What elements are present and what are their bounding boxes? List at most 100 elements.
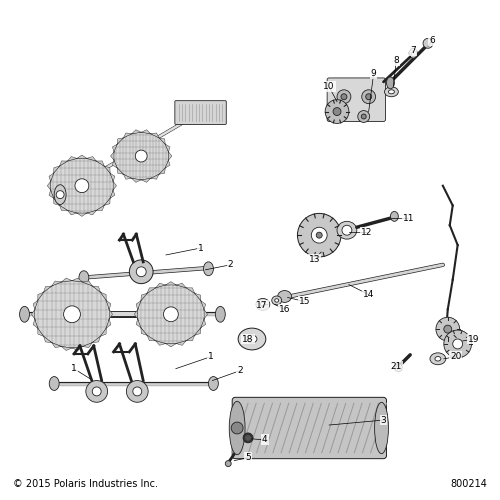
Polygon shape (204, 310, 208, 319)
Text: 4: 4 (262, 436, 268, 444)
Polygon shape (134, 310, 138, 319)
Text: 18: 18 (242, 334, 254, 344)
Ellipse shape (238, 328, 266, 350)
Polygon shape (141, 328, 147, 336)
Circle shape (126, 380, 148, 402)
Polygon shape (52, 342, 62, 347)
Polygon shape (136, 319, 141, 328)
Circle shape (64, 306, 80, 322)
Circle shape (358, 110, 370, 122)
Circle shape (423, 38, 433, 48)
Text: 15: 15 (298, 297, 310, 306)
Polygon shape (77, 155, 87, 158)
Circle shape (86, 380, 108, 402)
Polygon shape (33, 319, 38, 328)
Ellipse shape (272, 296, 281, 305)
Text: 17: 17 (256, 301, 268, 310)
Circle shape (75, 179, 89, 192)
Polygon shape (141, 130, 150, 134)
Polygon shape (87, 156, 97, 161)
Polygon shape (201, 319, 205, 328)
Polygon shape (100, 328, 106, 336)
Polygon shape (106, 319, 111, 328)
Polygon shape (68, 210, 77, 215)
Ellipse shape (114, 132, 169, 180)
Ellipse shape (374, 402, 388, 454)
Polygon shape (117, 138, 123, 144)
Text: 6: 6 (429, 36, 435, 45)
Ellipse shape (204, 262, 214, 276)
Text: 1: 1 (198, 244, 203, 252)
Text: 11: 11 (402, 214, 414, 223)
Polygon shape (60, 206, 68, 210)
Polygon shape (141, 294, 147, 301)
Circle shape (56, 190, 64, 198)
Polygon shape (52, 281, 62, 286)
Circle shape (312, 228, 327, 243)
Polygon shape (117, 168, 123, 174)
Circle shape (444, 330, 471, 358)
Polygon shape (106, 300, 111, 310)
Polygon shape (54, 166, 60, 173)
Ellipse shape (79, 271, 89, 284)
Circle shape (361, 114, 366, 119)
Circle shape (246, 436, 250, 440)
Circle shape (366, 94, 372, 100)
Circle shape (226, 460, 231, 466)
Polygon shape (176, 340, 186, 345)
Polygon shape (62, 346, 72, 350)
Polygon shape (186, 336, 194, 340)
Circle shape (92, 387, 101, 396)
Circle shape (136, 267, 146, 276)
Polygon shape (104, 166, 110, 173)
Polygon shape (32, 310, 35, 319)
Text: 5: 5 (245, 453, 251, 462)
Circle shape (444, 325, 452, 333)
Ellipse shape (54, 184, 66, 204)
Polygon shape (44, 286, 52, 292)
Text: 2: 2 (228, 260, 233, 270)
Polygon shape (96, 206, 104, 210)
Polygon shape (100, 292, 106, 300)
Text: 19: 19 (468, 334, 479, 344)
Ellipse shape (388, 90, 394, 94)
Circle shape (130, 260, 153, 283)
Polygon shape (165, 160, 170, 168)
Ellipse shape (50, 376, 59, 390)
Polygon shape (92, 336, 100, 342)
Ellipse shape (216, 306, 226, 322)
Text: 13: 13 (308, 256, 320, 264)
Polygon shape (82, 342, 92, 347)
Polygon shape (72, 346, 83, 350)
Text: 800214: 800214 (450, 480, 488, 490)
Polygon shape (132, 130, 141, 134)
Polygon shape (110, 173, 115, 182)
Ellipse shape (247, 335, 257, 343)
Ellipse shape (208, 376, 218, 390)
Polygon shape (60, 161, 68, 166)
Text: 1: 1 (71, 364, 77, 373)
Polygon shape (112, 144, 117, 152)
Polygon shape (136, 301, 141, 310)
Polygon shape (38, 328, 44, 336)
Polygon shape (124, 174, 132, 179)
Polygon shape (165, 144, 170, 152)
Polygon shape (113, 182, 116, 190)
Text: 14: 14 (363, 290, 374, 299)
Text: 12: 12 (361, 228, 372, 236)
Text: 2: 2 (238, 366, 243, 375)
Circle shape (243, 433, 253, 443)
Ellipse shape (430, 353, 446, 364)
Ellipse shape (278, 290, 291, 302)
Polygon shape (82, 281, 92, 286)
Ellipse shape (337, 222, 357, 239)
Circle shape (362, 90, 376, 104)
Ellipse shape (229, 402, 245, 454)
Circle shape (298, 214, 341, 257)
Ellipse shape (274, 298, 278, 302)
Ellipse shape (386, 77, 394, 89)
Polygon shape (33, 300, 38, 310)
Polygon shape (68, 156, 77, 161)
Polygon shape (166, 282, 176, 285)
Polygon shape (49, 190, 54, 198)
